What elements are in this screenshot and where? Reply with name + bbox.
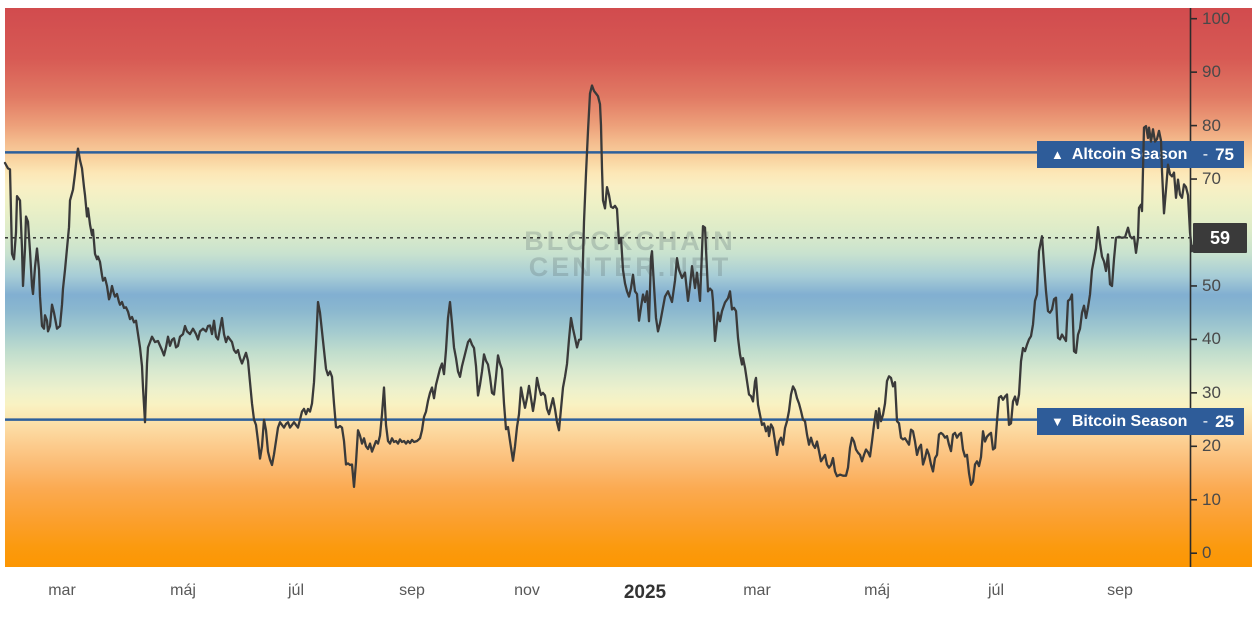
x-axis-month-label: júl xyxy=(987,582,1004,599)
x-axis-year-label: 2025 xyxy=(623,582,667,603)
y-axis-tick-label: 90 xyxy=(1202,62,1221,82)
x-axis-month-label: mar xyxy=(743,582,771,599)
current-value-badge: 59 xyxy=(1193,223,1247,253)
x-axis-month-label: júl xyxy=(287,582,304,599)
watermark: BLOCKCHAIN CENTER.NET xyxy=(470,226,790,282)
x-axis-month-label: nov xyxy=(514,582,540,599)
chart-background xyxy=(5,8,1252,567)
x-axis-month-label: sep xyxy=(399,582,425,599)
watermark-line1: BLOCKCHAIN xyxy=(524,226,736,256)
bitcoin-threshold-value: 25 xyxy=(1215,411,1234,431)
y-axis-tick-label: 0 xyxy=(1202,543,1212,563)
watermark-line2: CENTER.NET xyxy=(528,252,732,282)
x-axis-month-label: máj xyxy=(170,582,196,599)
y-axis-tick-label: 80 xyxy=(1202,115,1221,135)
y-axis-tick-label: 30 xyxy=(1202,382,1221,402)
altcoin-season-label: Altcoin Season xyxy=(1071,145,1188,163)
altcoin-threshold-value: 75 xyxy=(1215,144,1234,164)
current-value: 59 xyxy=(1209,227,1231,248)
altcoin-season-badge: ▲ Altcoin Season - 75 xyxy=(1037,141,1244,168)
x-axis-month-label: sep xyxy=(1107,582,1133,599)
separator-dash: - xyxy=(1202,412,1209,430)
x-axis-month-label: máj xyxy=(864,582,890,599)
y-axis-tick-label: 100 xyxy=(1202,8,1231,28)
y-axis-tick-label: 20 xyxy=(1202,436,1221,456)
separator-dash: - xyxy=(1202,145,1209,163)
y-axis-tick-label: 40 xyxy=(1202,329,1221,349)
y-axis-tick-label: 70 xyxy=(1202,169,1221,189)
bitcoin-season-badge: ▼ Bitcoin Season - 25 xyxy=(1037,408,1244,435)
bitcoin-season-label: Bitcoin Season xyxy=(1071,412,1188,430)
y-axis-tick-label: 50 xyxy=(1202,275,1221,295)
x-axis-month-label: mar xyxy=(48,582,76,599)
y-axis-tick-label: 10 xyxy=(1202,489,1221,509)
up-triangle-icon: ▲ xyxy=(1051,147,1064,162)
down-triangle-icon: ▼ xyxy=(1051,414,1064,429)
